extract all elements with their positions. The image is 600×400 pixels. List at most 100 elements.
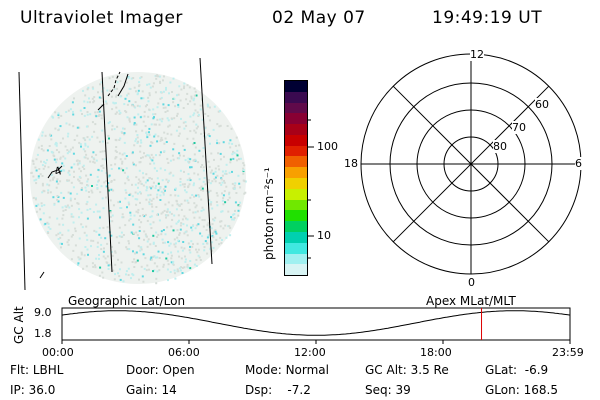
emission-pixel xyxy=(62,223,65,226)
emission-pixel xyxy=(157,189,160,192)
emission-pixel xyxy=(127,267,130,270)
emission-pixel xyxy=(104,257,107,260)
emission-pixel xyxy=(146,154,149,157)
emission-pixel xyxy=(189,130,192,133)
emission-pixel xyxy=(127,240,130,243)
coastline-fragments xyxy=(39,71,129,279)
colorbar-band xyxy=(285,210,307,222)
emission-pixel xyxy=(207,133,210,136)
emission-pixel xyxy=(140,76,143,79)
emission-pixel xyxy=(212,246,215,249)
colorbar-band xyxy=(285,167,307,179)
emission-pixel xyxy=(211,235,214,238)
emission-pixel xyxy=(244,180,247,183)
emission-pixel xyxy=(171,204,174,207)
emission-pixel xyxy=(150,199,153,202)
emission-pixel xyxy=(209,171,212,174)
emission-pixel xyxy=(197,248,200,251)
emission-pixel xyxy=(146,136,149,139)
emission-pixel xyxy=(197,125,199,128)
emission-pixel xyxy=(166,109,169,112)
emission-pixel xyxy=(123,103,126,106)
emission-pixel xyxy=(182,121,185,124)
emission-pixel xyxy=(220,183,223,186)
emission-pixel xyxy=(218,142,221,145)
emission-pixel xyxy=(214,167,217,170)
emission-pixel xyxy=(234,144,237,147)
emission-pixel xyxy=(206,252,209,255)
emission-pixel xyxy=(64,157,67,160)
emission-pixel xyxy=(84,142,87,145)
emission-pixel xyxy=(60,169,63,172)
emission-pixel xyxy=(189,251,192,254)
emission-pixel xyxy=(140,182,143,185)
emission-pixel xyxy=(161,179,164,182)
emission-pixel xyxy=(127,175,129,178)
emission-pixel xyxy=(150,123,153,126)
emission-pixel xyxy=(77,202,80,205)
emission-pixel xyxy=(59,180,62,183)
emission-pixel xyxy=(126,116,129,119)
emission-pixel xyxy=(130,277,132,280)
emission-pixel xyxy=(146,245,149,248)
emission-pixel xyxy=(159,82,162,84)
emission-pixel xyxy=(183,185,186,188)
emission-pixel xyxy=(167,181,169,184)
emission-pixel xyxy=(37,146,40,149)
emission-pixel xyxy=(164,189,166,192)
emission-pixel xyxy=(108,137,110,140)
emission-pixel xyxy=(238,144,241,147)
emission-pixel xyxy=(117,272,119,275)
emission-pixel xyxy=(223,190,226,193)
emission-pixel xyxy=(144,125,147,128)
emission-pixel xyxy=(153,167,156,170)
emission-pixel xyxy=(93,161,96,164)
colorbar-band xyxy=(285,102,307,114)
emission-pixel xyxy=(186,137,189,140)
emission-pixel xyxy=(86,248,89,251)
emission-pixel xyxy=(48,145,51,147)
emission-pixel xyxy=(195,265,198,267)
emission-pixel xyxy=(97,179,100,182)
emission-pixel xyxy=(137,182,140,185)
emission-pixel xyxy=(55,161,58,164)
emission-pixel xyxy=(142,176,145,179)
emission-pixel xyxy=(130,231,133,234)
emission-pixel xyxy=(61,217,64,220)
emission-pixel xyxy=(136,259,139,262)
emission-pixel xyxy=(152,197,155,200)
emission-pixel xyxy=(210,201,213,204)
emission-pixel xyxy=(95,183,98,186)
emission-pixel xyxy=(238,182,241,185)
emission-pixel xyxy=(46,221,49,224)
emission-pixel xyxy=(139,180,142,183)
emission-pixel xyxy=(116,81,119,84)
emission-pixel xyxy=(145,173,148,176)
emission-pixel xyxy=(205,229,208,231)
emission-pixel xyxy=(231,218,234,221)
emission-pixel xyxy=(72,152,75,155)
emission-pixel xyxy=(83,100,86,103)
emission-pixel xyxy=(228,193,230,196)
emission-pixel xyxy=(123,133,126,136)
emission-pixel xyxy=(228,191,231,194)
emission-pixel xyxy=(163,75,165,78)
emission-pixel xyxy=(154,256,157,259)
emission-pixel xyxy=(200,189,202,192)
emission-pixel xyxy=(59,236,62,239)
emission-pixel xyxy=(148,92,151,95)
emission-pixel xyxy=(49,191,52,194)
emission-pixel xyxy=(123,127,126,130)
emission-pixel xyxy=(92,265,95,268)
emission-pixel xyxy=(183,85,186,88)
emission-pixel xyxy=(172,77,175,80)
emission-pixel xyxy=(165,86,167,89)
emission-pixel xyxy=(68,123,71,126)
emission-pixel xyxy=(50,174,53,177)
emission-pixel xyxy=(148,131,150,134)
emission-pixel xyxy=(97,115,100,117)
emission-pixel xyxy=(102,207,105,210)
emission-pixel xyxy=(155,277,158,280)
emission-pixel xyxy=(86,184,88,186)
emission-pixel xyxy=(121,153,124,156)
